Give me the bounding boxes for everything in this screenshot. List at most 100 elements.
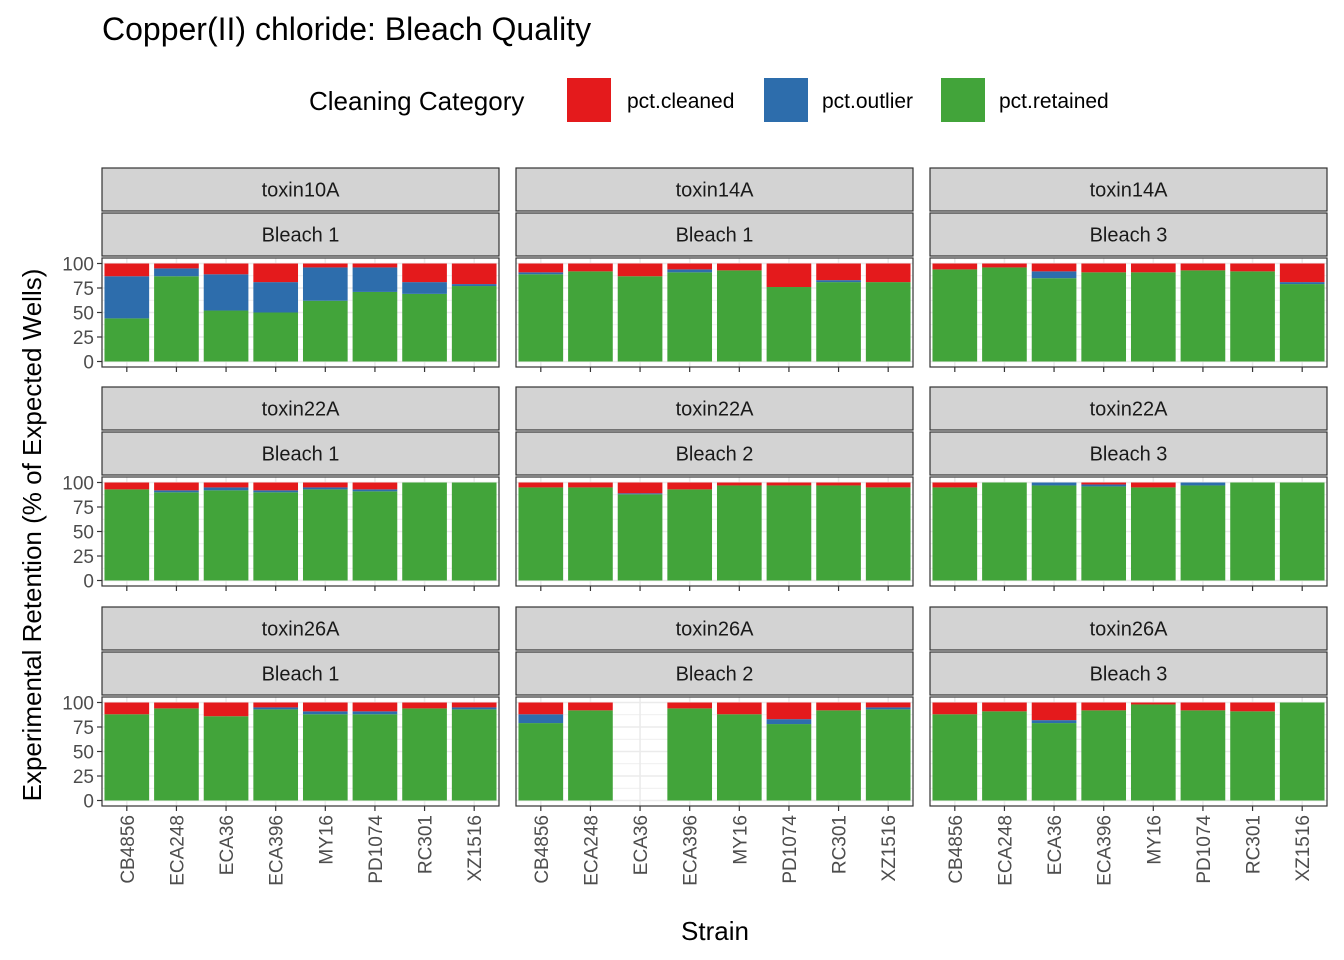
x-tick-label: CB4856 <box>946 815 967 884</box>
bar-cleaned <box>716 482 762 486</box>
bars <box>932 702 1325 801</box>
bar-cleaned <box>982 263 1027 268</box>
panel-3: toxin14A Bleach 3 <box>929 167 1328 372</box>
bar-retained <box>982 267 1027 362</box>
bar-cleaned <box>154 263 199 269</box>
bar-retained <box>518 274 564 362</box>
bar-cleaned <box>203 482 249 488</box>
bar-cleaned <box>1081 263 1127 273</box>
bar-retained <box>1031 278 1077 362</box>
bars <box>518 702 911 801</box>
bar-cleaned <box>154 482 199 491</box>
bar-cleaned <box>716 702 762 715</box>
panel-border <box>515 696 914 807</box>
bar-cleaned <box>766 702 812 720</box>
bar-outlier <box>451 284 497 287</box>
bar-cleaned <box>816 263 861 281</box>
strip-bleach-label: Bleach 3 <box>1090 225 1168 247</box>
strip-toxin <box>101 386 500 431</box>
bar-retained <box>617 494 663 581</box>
strip-bleach <box>929 212 1328 257</box>
bar-outlier <box>1279 282 1325 285</box>
y-tick-label: 25 <box>73 767 94 788</box>
strip-toxin-label: toxin10A <box>262 180 340 202</box>
x-axis <box>954 586 1303 591</box>
bar-cleaned <box>253 702 299 708</box>
y-axis-label: Experimental Retention (% of Expected We… <box>17 269 47 802</box>
bar-cleaned <box>518 702 564 715</box>
legend-title: Cleaning Category <box>309 86 524 116</box>
bar-retained <box>667 708 713 801</box>
strip-toxin-label: toxin14A <box>1090 180 1168 202</box>
bar-cleaned <box>518 263 564 273</box>
bar-retained <box>203 716 249 801</box>
panel-border <box>929 476 1328 587</box>
bar-outlier <box>1180 482 1226 486</box>
x-tick-label: CB4856 <box>532 815 553 884</box>
y-tick-label: 75 <box>73 718 94 739</box>
bar-retained <box>451 709 497 801</box>
bar-retained <box>1081 272 1127 362</box>
bar-retained <box>667 489 713 581</box>
x-tick-label: RC301 <box>1244 815 1265 874</box>
bar-retained <box>816 485 861 581</box>
bar-cleaned <box>1031 263 1077 272</box>
strip-bleach <box>929 431 1328 476</box>
y-tick-label: 25 <box>73 328 94 349</box>
panel-8: toxin26A Bleach 2 CB4856 ECA248 ECA36 ECA396 M… <box>515 606 914 886</box>
strip-bleach <box>515 651 914 696</box>
y-tick-label: 0 <box>83 353 94 374</box>
bar-outlier <box>203 274 249 311</box>
bar-cleaned <box>1031 702 1077 721</box>
bar-retained <box>302 714 348 801</box>
bar-cleaned <box>253 482 299 491</box>
bar-outlier <box>104 276 150 319</box>
bar-outlier <box>518 272 564 275</box>
bar-cleaned <box>451 263 497 285</box>
x-tick-label: MY16 <box>730 815 751 865</box>
bar-cleaned <box>865 702 911 708</box>
panel-border <box>515 257 914 368</box>
y-tick-label: 50 <box>73 304 94 325</box>
strip-toxin <box>515 167 914 212</box>
panel-border <box>929 696 1328 807</box>
x-tick-label: ECA396 <box>1095 815 1116 886</box>
strip-toxin <box>929 606 1328 651</box>
panel-border <box>515 476 914 587</box>
bars <box>104 702 497 801</box>
bar-cleaned <box>1081 702 1127 711</box>
x-axis: CB4856 ECA248 ECA36 ECA396 MY16 PD1074 RC301 XZ… <box>118 806 486 886</box>
strip-toxin-label: toxin22A <box>1090 399 1168 421</box>
bar-cleaned <box>104 482 150 490</box>
bar-retained <box>766 287 812 362</box>
y-tick-label: 75 <box>73 498 94 519</box>
bar-cleaned <box>352 263 398 268</box>
bar-retained <box>253 709 299 801</box>
bar-outlier <box>1031 720 1077 724</box>
bar-outlier <box>766 719 812 725</box>
panel-5: toxin22A Bleach 2 <box>515 386 914 591</box>
strip-bleach <box>929 651 1328 696</box>
y-axis: 0 25 50 75 100 <box>62 255 102 374</box>
x-axis: CB4856 ECA248 ECA36 ECA396 MY16 PD1074 RC301 XZ… <box>946 806 1314 886</box>
bar-outlier <box>302 487 348 490</box>
x-tick-label: PD1074 <box>366 815 387 884</box>
bar-retained <box>203 310 249 362</box>
bar-cleaned <box>302 482 348 488</box>
bar-outlier <box>154 490 199 493</box>
x-tick-label: CB4856 <box>118 815 139 884</box>
bar-retained <box>154 708 199 801</box>
bar-retained <box>982 711 1027 801</box>
bar-outlier <box>253 282 299 313</box>
bar-cleaned <box>352 702 398 712</box>
bar-retained <box>518 487 564 581</box>
strip-bleach-label: Bleach 3 <box>1090 444 1168 466</box>
x-tick-label: XZ1516 <box>1293 815 1314 882</box>
bar-outlier <box>253 707 299 710</box>
bar-outlier <box>1081 484 1127 487</box>
bar-cleaned <box>568 263 613 272</box>
bar-retained <box>253 492 299 581</box>
strip-toxin <box>101 606 500 651</box>
bar-retained <box>302 489 348 581</box>
bar-retained <box>402 708 447 801</box>
